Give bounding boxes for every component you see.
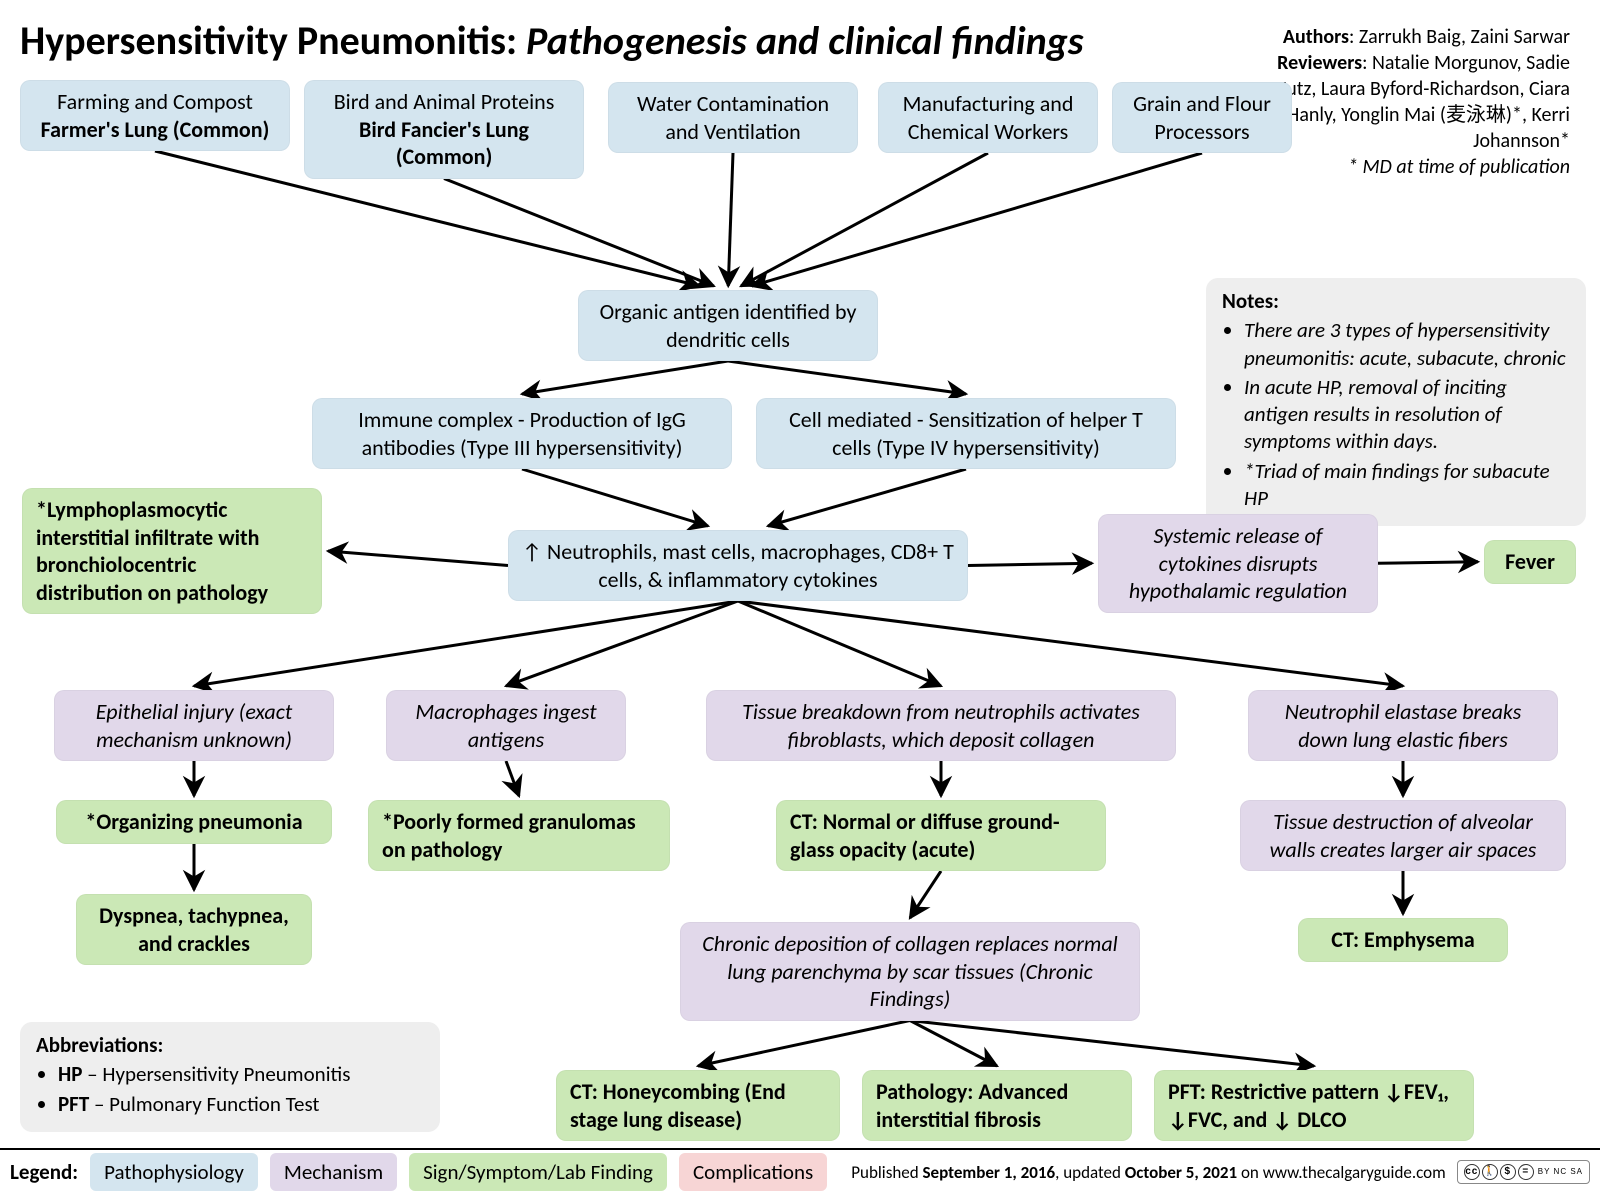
node-n_alv: Tissue destruction of alveolar walls cre… xyxy=(1240,800,1566,871)
abbr-box: Abbreviations: HP – Hypersensitivity Pne… xyxy=(20,1022,440,1132)
node-n_emph: CT: Emphysema xyxy=(1298,918,1508,962)
node-n_gran: *Poorly formed granulomas on pathology xyxy=(368,800,670,871)
pub-date1: September 1, 2016 xyxy=(923,1162,1056,1183)
node-n_dysp: Dyspnea, tachypnea, and crackles xyxy=(76,894,312,965)
node-n_igg: Immune complex - Production of IgG antib… xyxy=(312,398,732,469)
node-n_elast: Neutrophil elastase breaks down lung ela… xyxy=(1248,690,1558,761)
node-n_neut: ↑ Neutrophils, mast cells, macrophages, … xyxy=(508,530,968,601)
authors-label: Authors xyxy=(1283,25,1349,49)
legend-sign: Sign/Symptom/Lab Finding xyxy=(409,1153,667,1191)
node-n_lymph: *Lymphoplasmocytic interstitial infiltra… xyxy=(22,488,322,614)
node-n_cyto: Systemic release of cytokines disrupts h… xyxy=(1098,514,1378,613)
node-n_org: *Organizing pneumonia xyxy=(56,800,332,844)
node-n_macro: Macrophages ingest antigens xyxy=(386,690,626,761)
pub-prefix: Published xyxy=(851,1162,922,1183)
node-n_honey: CT: Honeycombing (End stage lung disease… xyxy=(556,1070,840,1141)
notes-item: *Triad of main findings for subacute HP xyxy=(1244,458,1570,513)
node-n_fib: Pathology: Advanced interstitial fibrosi… xyxy=(862,1070,1132,1141)
title-sub: Pathogenesis and clinical findings xyxy=(526,16,1084,65)
notes-header: Notes: xyxy=(1222,288,1570,315)
node-n_manu: Manufacturing and Chemical Workers xyxy=(878,82,1098,153)
node-n_pft: PFT: Restrictive pattern ↓FEV₁, ↓FVC, an… xyxy=(1154,1070,1474,1141)
notes-item: In acute HP, removal of inciting antigen… xyxy=(1244,374,1570,456)
node-n_chron: Chronic deposition of collagen replaces … xyxy=(680,922,1140,1021)
legend-label: Legend: xyxy=(10,1159,78,1185)
node-n_tissue: Tissue breakdown from neutrophils activa… xyxy=(706,690,1176,761)
node-n_bird: Bird and Animal ProteinsBird Fancier's L… xyxy=(304,80,584,179)
abbr-item: PFT – Pulmonary Function Test xyxy=(58,1091,424,1118)
legend-pathophys: Pathophysiology xyxy=(90,1153,258,1191)
node-n_tcell: Cell mediated - Sensitization of helper … xyxy=(756,398,1176,469)
notes-box: Notes: There are 3 types of hypersensiti… xyxy=(1206,278,1586,526)
node-n_grain: Grain and Flour Processors xyxy=(1112,82,1292,153)
node-n_dend: Organic antigen identified by dendritic … xyxy=(578,290,878,361)
node-n_fever: Fever xyxy=(1484,540,1576,584)
notes-item: There are 3 types of hypersensitivity pn… xyxy=(1244,317,1570,372)
cc-license-icon: cc🚶$= BY NC SA xyxy=(1457,1160,1590,1184)
legend-mechanism: Mechanism xyxy=(270,1153,397,1191)
reviewers-label: Reviewers xyxy=(1277,51,1362,75)
legend-complication: Complications xyxy=(679,1153,827,1191)
node-n_epi: Epithelial injury (exact mechanism unkno… xyxy=(54,690,334,761)
node-n_water: Water Contamination and Ventilation xyxy=(608,82,858,153)
abbr-item: HP – Hypersensitivity Pneumonitis xyxy=(58,1061,424,1088)
pub-mid: , updated xyxy=(1055,1162,1125,1183)
legend-publication: Published September 1, 2016, updated Oct… xyxy=(851,1162,1457,1183)
pub-suffix: on www.thecalgaryguide.com xyxy=(1237,1162,1446,1183)
legend-bar: Legend: Pathophysiology Mechanism Sign/S… xyxy=(0,1148,1600,1194)
authors-names: Zarrukh Baig, Zaini Sarwar xyxy=(1359,25,1570,49)
node-n_ctgg: CT: Normal or diffuse ground-glass opaci… xyxy=(776,800,1106,871)
md-note: * MD at time of publication xyxy=(1242,154,1570,180)
abbr-header: Abbreviations: xyxy=(36,1032,424,1059)
pub-date2: October 5, 2021 xyxy=(1125,1162,1237,1183)
title-main: Hypersensitivity Pneumonitis: xyxy=(20,16,526,65)
node-n_farm: Farming and CompostFarmer's Lung (Common… xyxy=(20,80,290,151)
page-title: Hypersensitivity Pneumonitis: Pathogenes… xyxy=(20,16,1084,65)
